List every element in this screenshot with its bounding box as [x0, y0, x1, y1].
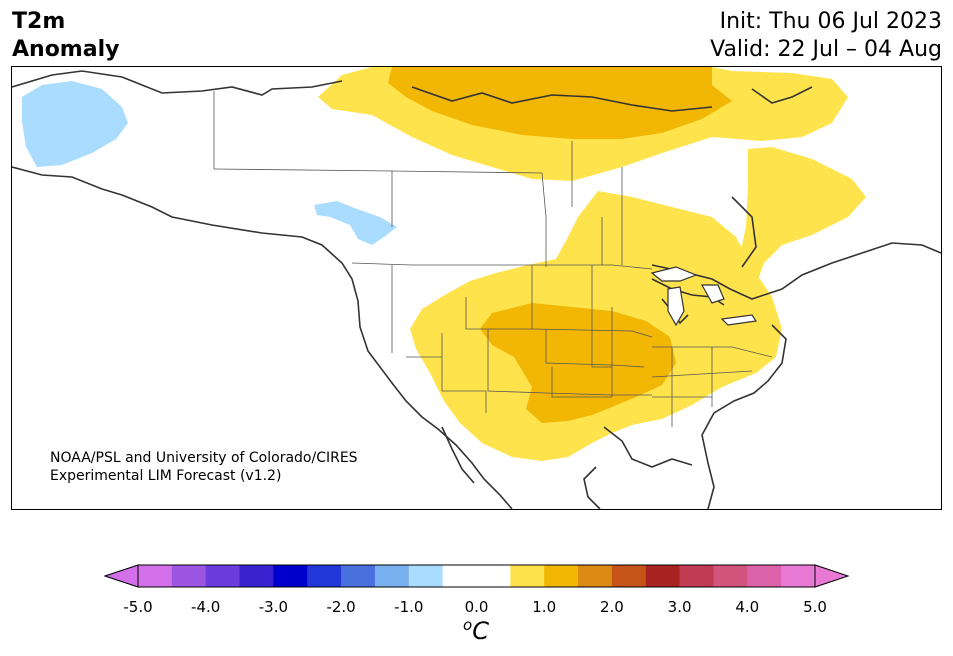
colorbar-cell	[138, 565, 173, 587]
colorbar-frame	[137, 564, 816, 588]
colorbar-cell	[171, 565, 207, 587]
colorbar-cell	[645, 565, 681, 587]
colorbar-cell	[747, 565, 782, 587]
colorbar-cell	[239, 565, 274, 587]
colorbar-cell	[374, 565, 410, 587]
map-canvas	[12, 67, 941, 509]
arctic-strong-warm-region	[388, 67, 732, 139]
colorbar-tick-label: -5.0	[123, 598, 153, 616]
title-line-2: Anomaly	[12, 37, 120, 62]
alaska-cool-region	[22, 81, 128, 167]
unit-degree: o	[463, 616, 473, 634]
credit-line-1: NOAA/PSL and University of Colorado/CIRE…	[50, 450, 358, 466]
colorbar-tick-label: 1.0	[532, 598, 557, 616]
colorbar-tick-label: 2.0	[599, 598, 624, 616]
colorbar-cell	[442, 565, 477, 587]
great-lakes	[650, 266, 758, 327]
colorbar-cells	[138, 565, 816, 587]
unit-letter: C	[472, 617, 489, 645]
quebec-warm-region	[736, 147, 866, 295]
colorbar-under-arrow	[104, 564, 139, 588]
forecast-dates: Init: Thu 06 Jul 2023 Valid: 22 Jul – 04…	[710, 8, 942, 64]
colorbar-tick-label: -4.0	[191, 598, 221, 616]
coastlines	[12, 70, 941, 509]
plains-strong-warm-region	[480, 303, 676, 423]
colorbar-cell	[781, 565, 816, 587]
colorbar-cell	[307, 565, 342, 587]
colorbar-tick-label: 0.0	[464, 598, 489, 616]
colorbar-cell	[544, 565, 579, 587]
colorbar	[104, 564, 850, 588]
colorbar-cell	[341, 565, 376, 587]
title-line-1: T2m	[12, 9, 66, 34]
colorbar-cell	[408, 565, 444, 587]
init-date: Init: Thu 06 Jul 2023	[719, 9, 942, 34]
colorbar-tick-label: -1.0	[394, 598, 424, 616]
colorbar-unit: oC	[463, 616, 489, 645]
anomaly-map: NOAA/PSL and University of Colorado/CIRE…	[11, 66, 942, 510]
canada-cool-region	[314, 201, 397, 245]
boundaries	[213, 91, 773, 427]
colorbar-ticks: -5.0 -4.0 -3.0 -2.0 -1.0 0.0 1.0 2.0 3.0 4.0 5.0	[0, 598, 953, 618]
colorbar-tick-label: -3.0	[258, 598, 289, 616]
credit-text: NOAA/PSL and University of Colorado/CIRE…	[50, 449, 358, 485]
colorbar-cell	[510, 565, 545, 587]
colorbar-cell	[205, 565, 241, 587]
colorbar-cell	[611, 565, 647, 587]
colorbar-tick-label: 4.0	[735, 598, 760, 616]
colorbar-tick-label: 3.0	[667, 598, 692, 616]
map-title: T2m Anomaly	[12, 8, 119, 64]
colorbar-cell	[578, 565, 613, 587]
credit-line-2: Experimental LIM Forecast (v1.2)	[50, 468, 282, 484]
colorbar-over-arrow	[814, 564, 850, 588]
colorbar-cell	[476, 565, 511, 587]
colorbar-tick-label: -2.0	[326, 598, 356, 616]
valid-date: Valid: 22 Jul – 04 Aug	[710, 37, 942, 62]
colorbar-tick-label: 5.0	[803, 598, 827, 616]
colorbar-cell	[679, 565, 714, 587]
colorbar-cell	[713, 565, 748, 587]
colorbar-cell	[273, 565, 308, 587]
